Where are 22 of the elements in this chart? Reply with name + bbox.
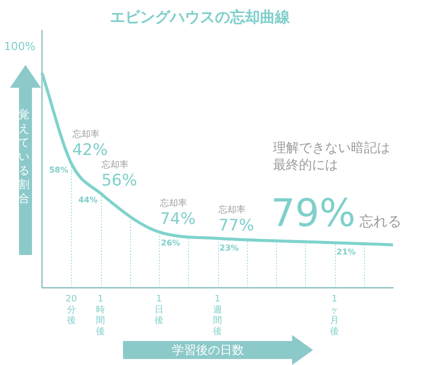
- data-label: 23%: [220, 243, 239, 252]
- data-label: 26%: [161, 238, 180, 248]
- x-tick-label: 1ヶ月後: [330, 294, 339, 337]
- annotation: 最終的には: [273, 158, 338, 173]
- y-axis-title: 覚えている割合: [18, 108, 30, 206]
- chart-title: エビングハウスの忘却曲線: [110, 8, 291, 26]
- x-tick-label: 1時間後: [96, 294, 105, 337]
- annotation: 理解できない暗記は: [273, 141, 390, 156]
- x-axis-title: 学習後の日数: [171, 342, 245, 358]
- annotation: 忘却率 42%: [72, 129, 108, 160]
- annotation: 忘れる: [359, 213, 402, 230]
- data-label: 58%: [49, 165, 68, 174]
- x-tick-label: 20分後: [66, 294, 78, 326]
- annotation: 忘却率 56%: [102, 159, 138, 190]
- annotation: 忘却率 77%: [218, 204, 254, 234]
- data-label: 44%: [78, 195, 98, 204]
- x-tick-label: 1日後: [154, 294, 164, 326]
- x-tick-label: 1週間後: [213, 294, 222, 337]
- annotation: 79%: [271, 191, 356, 235]
- annotation: 忘却率 74%: [160, 198, 196, 228]
- text: 100%: [4, 40, 36, 53]
- data-label: 21%: [336, 248, 356, 257]
